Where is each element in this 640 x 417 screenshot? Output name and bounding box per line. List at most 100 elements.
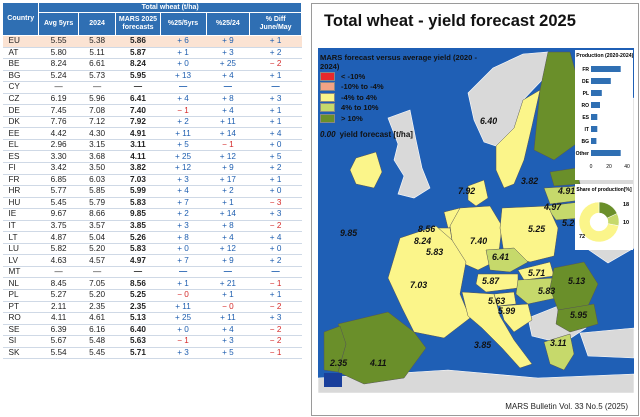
country-cell: EL [2, 139, 39, 152]
eu-flag-logo [324, 373, 342, 387]
map-value-ie: 9.85 [340, 228, 357, 238]
country-cell: LT [2, 231, 39, 244]
country-cell: IE [2, 208, 39, 221]
pct24-cell: + 25 [206, 58, 250, 71]
pct24-cell: + 4 [206, 70, 250, 83]
production-tick-label: 40 [624, 164, 630, 170]
map-value-be: 8.24 [414, 236, 431, 246]
map-value-nl: 8.56 [418, 224, 435, 234]
table-row: IE 9.67 8.66 9.85 + 2 + 14 + 3 [2, 208, 302, 221]
pct5-cell: + 5 [160, 139, 207, 152]
forecast-cell: 9.85 [115, 208, 161, 221]
forecast-cell: 3.85 [115, 220, 161, 233]
country-cell: RO [2, 312, 39, 325]
table-row: AT 5.80 5.11 5.87 + 1 + 3 + 2 [2, 47, 302, 60]
pct24-cell: + 8 [206, 93, 250, 106]
production-category-label: RO [582, 103, 590, 109]
forecast-cell: 6.41 [115, 93, 161, 106]
map-value-bg: 5.95 [570, 310, 587, 320]
pct5-cell: + 2 [160, 208, 207, 221]
country-cell: FR [2, 174, 39, 187]
avg5-cell: 5.67 [38, 335, 79, 348]
pct24-cell: + 21 [206, 277, 250, 291]
pct5-cell: + 3 [160, 174, 207, 187]
map-value-pl: 5.25 [528, 224, 545, 234]
legend-entry: 4% to 10% [320, 103, 488, 114]
diff-cell: + 1 [249, 104, 302, 117]
country-pt [323, 325, 347, 373]
table-row: LT 4.87 5.04 5.26 + 8 + 4 + 4 [2, 231, 302, 244]
unit-value: 0.00 [320, 129, 336, 139]
country-at [475, 273, 519, 293]
forecast-cell: — [115, 81, 161, 94]
diff-cell: + 2 [249, 47, 302, 60]
production-bar [591, 138, 597, 144]
map-value-ee: 4.91 [557, 186, 575, 196]
pct5-cell: + 25 [160, 150, 207, 163]
forecast-cell: 8.24 [115, 58, 161, 71]
bulletin-caption: MARS Bulletin Vol. 33 No.5 (2025) [505, 402, 628, 411]
avg5-cell: 3.42 [38, 162, 79, 175]
legend-entry: -10% to -4% [320, 82, 488, 93]
pct5-cell: + 0 [160, 58, 207, 71]
diff-cell: − 2 [249, 301, 302, 314]
y2024-cell: 3.57 [78, 220, 116, 233]
pct5-cell: + 1 [160, 47, 207, 60]
y2024-cell: 5.79 [78, 197, 116, 210]
map-value-pt: 2.35 [329, 358, 347, 368]
country-cell: BG [2, 70, 39, 83]
pct5-cell: + 0 [160, 243, 207, 256]
y2024-cell: — [78, 266, 116, 279]
pct24-cell: + 3 [206, 335, 250, 348]
avg5-cell: 8.24 [38, 58, 79, 71]
production-category-label: Other [576, 151, 589, 157]
table-row: BG 5.24 5.73 5.95 + 13 + 4 + 1 [2, 70, 302, 83]
table-row: PL 5.27 5.20 5.25− 0 + 1 + 1 [2, 289, 302, 302]
pct5-cell: + 3 [160, 220, 207, 233]
country-cell: AT [2, 47, 39, 60]
country-dk [467, 179, 489, 207]
country-cell: ES [2, 150, 39, 163]
map-value-fr: 7.03 [410, 280, 427, 290]
legend-swatch [320, 82, 335, 92]
avg5-cell: 4.63 [38, 254, 79, 267]
production-bar [591, 66, 621, 72]
diff-cell: − 2 [249, 220, 302, 233]
table-row: RO 4.11 4.61 5.13 + 25 + 11 + 3 [2, 312, 302, 325]
map-value-si: 5.63 [488, 296, 505, 306]
country-cell: HR [2, 185, 39, 198]
forecast-cell: 4.91 [115, 127, 161, 140]
pct5-cell: − 1 [160, 104, 207, 117]
diff-cell: + 2 [249, 254, 302, 267]
forecast-cell: 7.40 [115, 104, 161, 117]
y2024-cell: 6.61 [78, 58, 116, 71]
map-value-cz: 6.41 [492, 252, 509, 262]
map-value-hu: 5.83 [538, 286, 555, 296]
table-row: IT 3.75 3.57 3.85 + 3 + 8− 2 [2, 220, 302, 233]
pct5-cell: + 4 [160, 185, 207, 198]
map-value-el: 3.11 [550, 338, 567, 348]
forecast-cell: 5.63 [115, 335, 161, 348]
pct24-cell: − 0 [206, 301, 250, 314]
y2024-cell: 4.30 [78, 127, 116, 140]
forecast-cell: 8.56 [115, 277, 161, 291]
production-category-label: PL [583, 91, 589, 97]
country-cell: CY [2, 81, 39, 94]
table-row: LU 5.82 5.20 5.83 + 0 + 12 + 0 [2, 243, 302, 256]
avg5-cell: — [38, 266, 79, 279]
legend-entry: > 10% [320, 113, 488, 124]
country-cell: SI [2, 335, 39, 348]
country-cell: DK [2, 116, 39, 129]
yield-table-panel: Country Total wheat (t/ha) Avg 5yrs 2024… [1, 2, 302, 414]
forecast-cell: 2.35 [115, 301, 161, 314]
yield-map: 9.85 6.40 3.82 4.91 4.97 5.26 7.92 8.56 8.24 5.83… [318, 48, 634, 393]
country-cell: NL [2, 277, 39, 291]
table-row: FR 6.85 6.03 7.03 + 3 + 17 + 1 [2, 174, 302, 187]
pct24-cell: + 3 [206, 47, 250, 60]
pct5-cell: + 25 [160, 312, 207, 325]
legend-entry: < -10% [320, 71, 488, 82]
country-ie [349, 151, 383, 189]
avg5-cell: 6.19 [38, 93, 79, 106]
forecast-cell: 4.97 [115, 254, 161, 267]
diff-cell: — [249, 81, 302, 94]
